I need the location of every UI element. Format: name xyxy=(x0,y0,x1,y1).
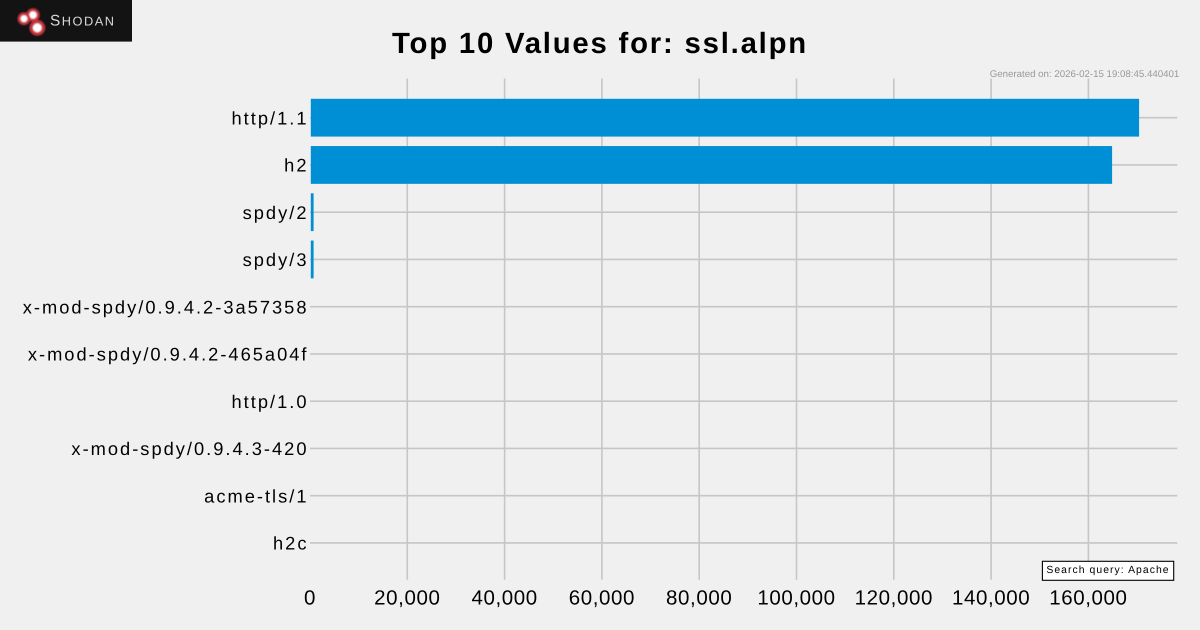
svg-text:Generated on: 2026-02-15 19:08: Generated on: 2026-02-15 19:08:45.440401 xyxy=(990,69,1180,80)
svg-text:spdy/2: spdy/2 xyxy=(243,202,309,223)
svg-text:160,000: 160,000 xyxy=(1049,587,1127,610)
svg-text:x-mod-spdy/0.9.4.2-3a57358: x-mod-spdy/0.9.4.2-3a57358 xyxy=(23,296,309,317)
svg-text:h2: h2 xyxy=(284,155,308,176)
svg-text:Top 10 Values for: ssl.alpn: Top 10 Values for: ssl.alpn xyxy=(392,27,808,60)
svg-text:140,000: 140,000 xyxy=(952,587,1030,610)
svg-text:120,000: 120,000 xyxy=(855,587,933,610)
svg-text:x-mod-spdy/0.9.4.2-465a04f: x-mod-spdy/0.9.4.2-465a04f xyxy=(28,344,309,365)
svg-text:acme-tls/1: acme-tls/1 xyxy=(204,485,308,506)
svg-text:60,000: 60,000 xyxy=(569,587,635,610)
svg-text:40,000: 40,000 xyxy=(471,587,537,610)
svg-text:SHODAN: SHODAN xyxy=(50,12,115,29)
svg-text:20,000: 20,000 xyxy=(374,587,440,610)
svg-text:Search query: Apache: Search query: Apache xyxy=(1046,565,1169,576)
svg-text:spdy/3: spdy/3 xyxy=(243,249,309,270)
svg-text:http/1.0: http/1.0 xyxy=(232,391,309,412)
svg-text:http/1.1: http/1.1 xyxy=(232,107,309,128)
svg-text:0: 0 xyxy=(304,587,316,610)
svg-text:x-mod-spdy/0.9.4.3-420: x-mod-spdy/0.9.4.3-420 xyxy=(71,438,308,459)
svg-text:h2c: h2c xyxy=(273,533,308,554)
svg-text:100,000: 100,000 xyxy=(757,587,835,610)
svg-text:80,000: 80,000 xyxy=(666,587,732,610)
